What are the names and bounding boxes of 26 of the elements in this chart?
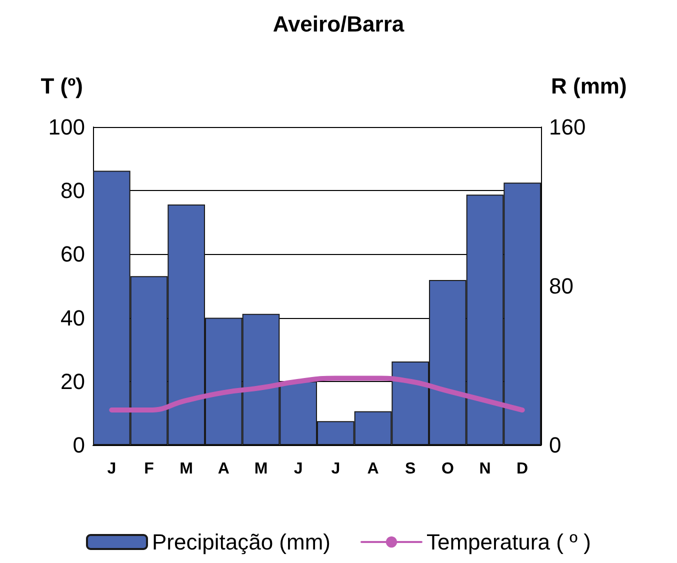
x-tick-label: J: [331, 460, 340, 478]
y2-tick-label: 160: [549, 114, 586, 140]
y2-tick-label: 80: [549, 274, 574, 298]
x-tick-label: F: [144, 460, 154, 478]
x-tick-label: D: [516, 460, 528, 478]
y-axis-title: T (º): [40, 74, 83, 98]
y-tick-label: 100: [48, 114, 85, 140]
x-tick-label: M: [180, 460, 193, 478]
y-tick-label: 20: [60, 368, 85, 394]
x-tick-label: S: [404, 460, 416, 478]
y-tick-label: 40: [60, 305, 85, 330]
y-tick-label: 60: [60, 242, 85, 267]
y2-axis-title: R (mm): [551, 74, 627, 98]
x-tick-label: J: [107, 460, 116, 478]
x-tick-label: M: [254, 460, 268, 478]
y-tick-label: 80: [60, 178, 85, 204]
x-tick-label: A: [367, 460, 380, 478]
chart-title: Aveiro/Barra: [272, 12, 405, 36]
legend-label: Temperatura ( º ): [426, 530, 592, 554]
legend-label: Precipitação (mm): [152, 530, 330, 554]
y-tick-label: 0: [72, 432, 85, 458]
y2-tick-label: 0: [549, 432, 562, 458]
x-tick-label: J: [294, 460, 303, 478]
x-tick-label: A: [218, 460, 230, 478]
x-tick-label: N: [479, 460, 491, 478]
x-tick-label: O: [441, 460, 454, 478]
